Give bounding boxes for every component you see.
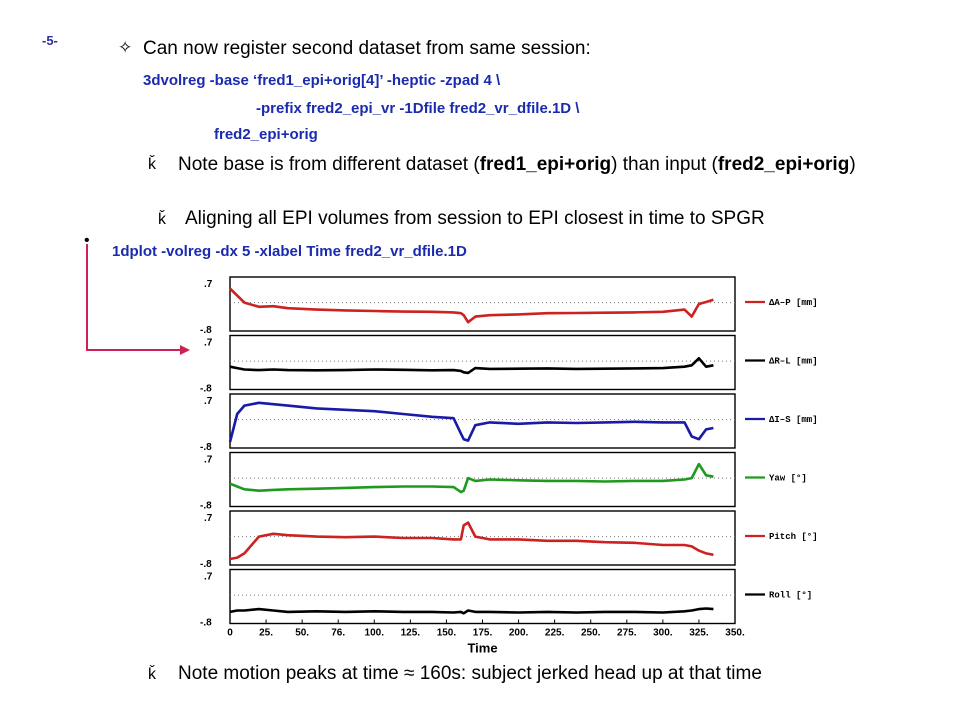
series-line-0 [229, 287, 714, 324]
panel-frame [229, 568, 736, 625]
series-line-4 [229, 521, 714, 561]
panel-frame [229, 334, 736, 391]
page-number: -5- [42, 33, 58, 48]
x-tick-label: 175. [473, 628, 493, 639]
x-tick-label: 25. [259, 628, 273, 639]
x-tick-label: 225. [545, 628, 565, 639]
y-tick-label-bottom: -.8 [200, 618, 212, 629]
arrow-head [180, 345, 190, 355]
y-tick-label-top: .7 [204, 279, 213, 290]
series-line-3 [229, 462, 714, 494]
legend-label-4: Pitch [°] [769, 532, 818, 542]
motion-peak-note: Note motion peaks at time ≈ 160s: subjec… [178, 663, 762, 684]
x-tick-label: 350. [725, 628, 745, 639]
y-tick-label-top: .7 [204, 455, 213, 466]
y-tick-label-top: .7 [204, 338, 213, 349]
y-tick-label-top: .7 [204, 396, 213, 407]
series-line-2 [228, 401, 714, 443]
panel-frame [229, 276, 736, 332]
panel-0: .7 -.8 ΔA–P [mm] [200, 276, 818, 336]
y-tick-label-bottom: -.8 [200, 442, 212, 453]
note-base-text: Note base is from different dataset (fre… [178, 154, 856, 175]
panel-frame [229, 393, 736, 449]
legend-label-5: Roll [°] [769, 591, 812, 601]
x-tick-label: 325. [689, 628, 709, 639]
x-tick-label: 100. [365, 628, 385, 639]
x-axis-label: Time [467, 641, 497, 656]
intro-text: Can now register second dataset from sam… [143, 38, 591, 59]
y-tick-label-top: .7 [204, 513, 213, 524]
x-tick-label: 76. [331, 628, 345, 639]
x-tick-label: 150. [437, 628, 457, 639]
legend-label-1: ΔR–L [mm] [769, 357, 818, 367]
plot-command: 1dplot -volreg -dx 5 -xlabel Time fred2_… [112, 243, 467, 260]
x-tick-label: 0 [227, 628, 233, 639]
subsub-bullet-icon: ǩ [158, 211, 166, 228]
legend-label-0: ΔA–P [mm] [769, 298, 818, 308]
sub-bullet-icon-2: ǩ [148, 666, 156, 683]
x-tick-label: 300. [653, 628, 673, 639]
command-line-1: 3dvolreg -base ‘fred1_epi+orig[4]’ -hept… [143, 72, 501, 89]
aligning-note: Aligning all EPI volumes from session to… [185, 208, 765, 229]
series-line-1 [229, 356, 714, 375]
x-tick-label: 125. [401, 628, 421, 639]
bullet-icon: ✧ [118, 38, 133, 57]
y-tick-label-bottom: -.8 [200, 559, 212, 570]
panel-2: .7 -.8 ΔI–S [mm] [200, 393, 818, 453]
panel-5: .7 -.8 Roll [°] [200, 568, 812, 629]
sub-bullet-icon: ǩ [148, 156, 156, 173]
x-tick-label: 275. [617, 628, 637, 639]
legend-label-2: ΔI–S [mm] [769, 415, 818, 425]
y-tick-label-bottom: -.8 [200, 501, 212, 512]
pointer-arrow [86, 244, 190, 355]
y-tick-label-bottom: -.8 [200, 384, 212, 395]
panel-4: .7 -.8 Pitch [°] [200, 510, 818, 570]
legend-label-3: Yaw [°] [769, 474, 807, 484]
dot-bullet-icon: • [84, 232, 90, 249]
panel-3: .7 -.8 Yaw [°] [200, 451, 807, 512]
x-tick-label: 50. [295, 628, 309, 639]
y-tick-label-bottom: -.8 [200, 325, 212, 336]
arrow-line [86, 244, 182, 351]
panel-frame [229, 451, 736, 508]
command-line-3: fred2_epi+orig [214, 126, 318, 143]
command-line-2: -prefix fred2_epi_vr -1Dfile fred2_vr_df… [256, 100, 580, 117]
y-tick-label-top: .7 [204, 572, 213, 583]
x-tick-label: 200. [509, 628, 529, 639]
x-tick-label: 250. [581, 628, 601, 639]
panel-frame [229, 510, 736, 566]
panel-1: .7 -.8 ΔR–L [mm] [200, 334, 818, 395]
series-line-5 [229, 607, 714, 615]
